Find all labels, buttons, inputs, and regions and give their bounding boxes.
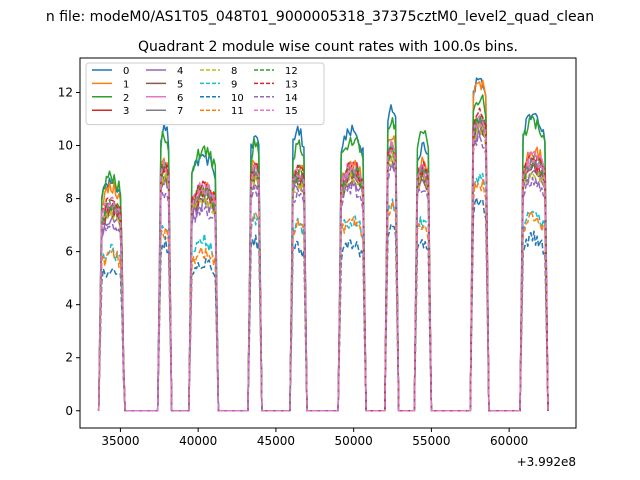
legend-label-3: 3	[123, 106, 129, 117]
legend-label-14: 14	[285, 93, 298, 104]
legend-label-13: 13	[285, 79, 298, 90]
series-layer	[97, 77, 549, 412]
y-tick-label: 0	[65, 404, 73, 418]
legend-label-4: 4	[177, 66, 183, 77]
x-tick-label: 55000	[412, 434, 450, 448]
y-tick-label: 10	[58, 139, 73, 153]
legend-label-12: 12	[285, 66, 298, 77]
legend-label-7: 7	[177, 106, 183, 117]
legend-label-1: 1	[123, 79, 129, 90]
series-line-5	[97, 117, 549, 412]
legend-label-11: 11	[231, 106, 244, 117]
legend-label-8: 8	[231, 66, 237, 77]
x-tick-label: 45000	[257, 434, 295, 448]
x-axis: 35000 40000 45000 50000 55000 60000	[101, 428, 528, 448]
y-tick-label: 8	[65, 192, 73, 206]
x-tick-label: 60000	[490, 434, 528, 448]
y-tick-label: 4	[65, 298, 73, 312]
y-tick-label: 6	[65, 245, 73, 259]
series-line-6	[97, 114, 549, 412]
y-axis: 0 2 4 6 8 10 12	[58, 85, 80, 418]
legend-label-15: 15	[285, 106, 298, 117]
chart-title: Quadrant 2 module wise count rates with …	[138, 39, 518, 55]
legend-label-6: 6	[177, 93, 183, 104]
legend-label-10: 10	[231, 93, 244, 104]
series-line-15	[97, 120, 549, 412]
x-tick-label: 35000	[101, 434, 139, 448]
legend-label-2: 2	[123, 93, 129, 104]
y-tick-label: 12	[58, 85, 73, 99]
x-tick-label: 40000	[179, 434, 217, 448]
series-line-13	[97, 107, 549, 412]
x-tick-label: 50000	[335, 434, 373, 448]
x-offset-text: +3.992e8	[517, 455, 576, 469]
series-line-7	[97, 117, 549, 412]
series-line-2	[97, 94, 549, 412]
series-line-11	[97, 178, 549, 412]
chart-suptitle: n file: modeM0/AS1T05_048T01_9000005318_…	[46, 9, 594, 25]
legend-label-9: 9	[231, 79, 237, 90]
legend-label-0: 0	[123, 66, 129, 77]
legend-label-5: 5	[177, 79, 183, 90]
y-tick-label: 2	[65, 351, 73, 365]
legend-frame	[85, 62, 325, 126]
series-line-9	[97, 172, 549, 412]
series-line-3	[97, 117, 549, 412]
series-line-12	[97, 115, 549, 412]
axes-frame	[79, 57, 577, 429]
